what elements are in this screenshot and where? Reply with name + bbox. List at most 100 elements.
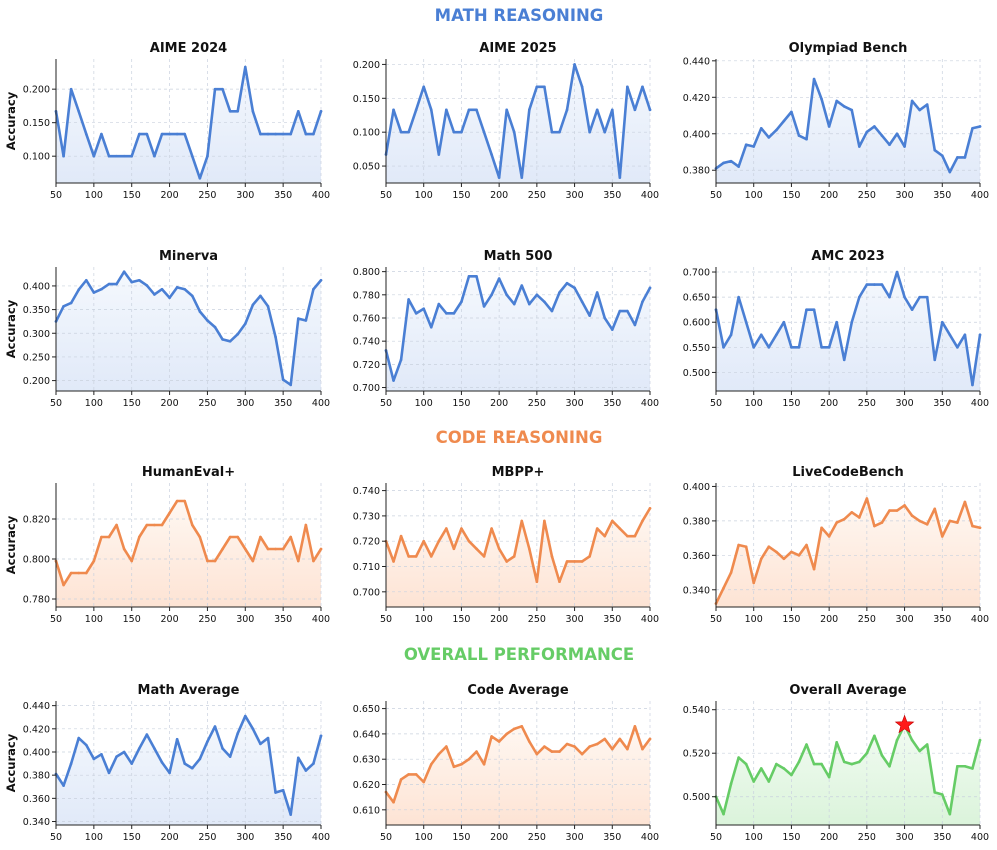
data-point	[107, 771, 111, 775]
data-point	[460, 300, 463, 304]
chart-mbpp: 50 100 150 200 250 300 350 400 0.700 0.710 0.720 0.…	[353, 465, 659, 625]
data-point	[888, 295, 891, 299]
data-point	[266, 547, 270, 551]
x-tick-label: 200	[161, 190, 179, 201]
data-point	[228, 755, 232, 758]
x-tick-label: 400	[971, 190, 989, 201]
data-point	[160, 761, 164, 764]
data-point	[429, 555, 433, 558]
data-point	[77, 109, 81, 113]
data-point	[206, 559, 209, 563]
data-point	[963, 764, 967, 768]
data-point	[475, 750, 478, 753]
data-point	[115, 755, 118, 758]
data-point	[797, 760, 801, 764]
data-point	[115, 523, 118, 527]
x-tick-label: 50	[50, 398, 62, 409]
x-tick-label: 250	[198, 190, 216, 201]
y-tick-label: 0.500	[683, 792, 710, 803]
data-point	[752, 780, 756, 783]
data-point	[550, 130, 554, 134]
data-point	[145, 733, 149, 736]
data-point	[925, 743, 929, 746]
data-point	[895, 509, 899, 512]
data-point	[168, 132, 171, 136]
data-point	[115, 282, 118, 286]
x-tick-label: 200	[161, 614, 179, 625]
data-point	[744, 762, 748, 766]
data-point	[737, 543, 740, 547]
x-tick-label: 50	[380, 398, 392, 409]
x-tick-label: 50	[710, 832, 722, 843]
data-point	[206, 319, 209, 322]
data-point	[865, 497, 869, 500]
data-point	[228, 340, 232, 343]
data-point	[69, 571, 73, 575]
data-point	[595, 291, 599, 294]
data-point	[145, 284, 149, 287]
x-tick-label: 350	[603, 832, 621, 843]
data-point	[122, 547, 126, 551]
data-point	[243, 714, 247, 718]
x-tick-label: 300	[566, 190, 584, 201]
data-point	[460, 762, 463, 766]
data-point	[956, 346, 959, 349]
x-tick-label: 150	[782, 190, 800, 201]
data-point	[888, 143, 891, 147]
x-tick-label: 250	[528, 614, 546, 625]
data-point	[595, 527, 599, 530]
data-point	[729, 782, 733, 785]
data-point	[475, 274, 478, 278]
y-tick-label: 0.630	[353, 755, 380, 766]
data-point	[251, 303, 255, 307]
x-tick-label: 300	[566, 614, 584, 625]
data-point	[641, 747, 644, 751]
data-point	[805, 543, 808, 547]
data-point	[122, 750, 126, 754]
data-point	[175, 286, 179, 289]
y-tick-label: 0.200	[23, 85, 50, 96]
x-tick-label: 100	[415, 398, 433, 409]
x-tick-label: 300	[566, 398, 584, 409]
data-point	[289, 132, 293, 136]
data-point	[626, 747, 629, 751]
data-point	[880, 134, 884, 137]
data-point	[437, 302, 441, 306]
data-point	[910, 308, 914, 311]
data-point	[175, 499, 179, 503]
data-point	[744, 320, 748, 324]
y-tick-label: 0.650	[353, 704, 380, 715]
data-point	[512, 130, 516, 134]
y-tick-label: 0.540	[683, 705, 710, 716]
data-point	[274, 547, 277, 551]
data-point	[213, 559, 217, 563]
y-tick-label: 0.780	[23, 595, 50, 606]
x-tick-label: 100	[85, 614, 103, 625]
data-point	[304, 132, 308, 136]
data-point	[183, 287, 187, 291]
data-point	[535, 85, 539, 89]
data-point	[827, 346, 831, 349]
data-point	[236, 732, 240, 735]
data-point	[206, 740, 209, 743]
data-point	[467, 108, 471, 112]
data-point	[236, 109, 240, 113]
x-tick-label: 300	[236, 832, 254, 843]
data-point	[971, 767, 974, 770]
y-tick-label: 0.050	[353, 162, 380, 173]
chart-title: Math Average	[138, 683, 240, 698]
data-point	[918, 749, 921, 753]
y-tick-label: 0.720	[353, 537, 380, 548]
data-point	[198, 177, 202, 180]
data-point	[137, 535, 141, 539]
data-point	[528, 108, 531, 112]
chart-aime2025: 50 100 150 200 250 300 350 400 0.050 0.100 0.150 0.…	[353, 41, 659, 201]
area-fill	[716, 272, 980, 391]
data-point	[137, 278, 141, 282]
data-point	[100, 535, 103, 539]
data-point	[243, 322, 247, 326]
data-point	[827, 775, 831, 779]
series-line	[384, 274, 652, 382]
data-point	[963, 333, 967, 337]
data-point	[633, 108, 637, 112]
